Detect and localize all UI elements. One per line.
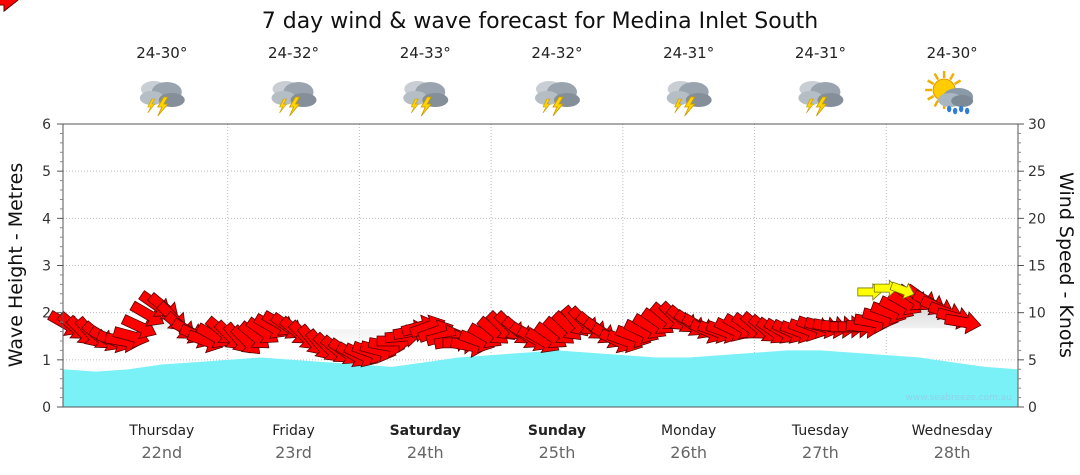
sun-ray <box>927 79 935 86</box>
sun-ray <box>953 79 962 86</box>
rain-drop <box>964 107 970 115</box>
day-temp: 24-32° <box>531 44 582 62</box>
left-tick-label: 4 <box>42 211 51 227</box>
day-date: 26th <box>670 443 707 462</box>
daily-header: 24-30° 24-32° 24-33° 24-32° 24-31° 24-31° 24-3… <box>136 44 978 117</box>
lightning-bolt <box>410 98 419 114</box>
rain-drop <box>946 105 952 113</box>
left-axis: 0 1 2 3 4 5 6 <box>42 117 63 416</box>
right-axis: 0 5 10 15 20 25 30 <box>1018 117 1046 416</box>
right-tick-label: 10 <box>1028 306 1046 322</box>
sun-ray <box>933 99 940 108</box>
day-name: Saturday <box>390 423 461 439</box>
left-tick-label: 5 <box>42 164 51 180</box>
wind-arrow <box>0 0 19 12</box>
cloud-part <box>422 93 449 107</box>
day-date: 24th <box>407 443 444 462</box>
lightning-bolt <box>288 96 301 117</box>
day-temp: 24-31° <box>663 44 714 62</box>
storm-cloud-icon <box>798 81 844 117</box>
storm-cloud-icon <box>403 81 449 117</box>
gust-arrow <box>889 281 915 300</box>
right-axis-title: Wind Speed - Knots <box>1055 172 1077 358</box>
right-tick-label: 5 <box>1028 353 1037 369</box>
rain-drop <box>952 107 958 115</box>
cloud-part <box>271 91 296 105</box>
rain-drop <box>958 105 964 113</box>
storm-cloud-icon <box>534 81 580 117</box>
day-name: Monday <box>661 423 716 439</box>
wind-arrow <box>129 300 165 327</box>
cloud-part <box>553 93 580 107</box>
lightning-bolt <box>805 98 815 114</box>
day-date: 22nd <box>141 443 182 462</box>
right-tick-label: 25 <box>1028 164 1046 180</box>
day-name: Wednesday <box>912 423 993 439</box>
left-tick-label: 0 <box>42 400 51 416</box>
day-date: 23rd <box>275 443 312 462</box>
lightning-bolt <box>147 98 156 114</box>
gust-arrows <box>857 279 915 301</box>
wind-arrow <box>944 311 982 335</box>
cloud-part <box>798 91 823 105</box>
day-date: 28th <box>934 443 971 462</box>
wind-arrow <box>120 314 157 340</box>
day-temp: 24-30° <box>927 44 978 62</box>
lightning-bolt <box>815 96 828 117</box>
cloud-part <box>290 93 317 107</box>
right-tick-label: 30 <box>1028 117 1046 133</box>
right-tick-label: 15 <box>1028 259 1046 275</box>
day-temp: 24-32° <box>268 44 319 62</box>
cloud-part <box>666 91 691 105</box>
day-temp: 24-31° <box>795 44 846 62</box>
storm-cloud-icon <box>139 81 185 117</box>
day-name: Friday <box>272 423 314 439</box>
left-tick-label: 2 <box>42 306 51 322</box>
cloud-part <box>817 93 844 107</box>
right-tick-label: 0 <box>1028 400 1037 416</box>
lightning-bolt <box>279 98 288 114</box>
sun-ray <box>927 94 935 101</box>
lightning-bolt <box>420 96 433 117</box>
sun-rain-cloud-icon <box>925 71 974 115</box>
day-labels: Thursday 22nd Friday 23rd Saturday 24th Sunday… <box>128 423 992 462</box>
cloud-part <box>951 95 974 107</box>
lightning-bolt <box>552 96 564 117</box>
day-name: Tuesday <box>791 423 849 439</box>
wind-arrows <box>0 0 982 368</box>
sun-ray <box>949 72 955 81</box>
left-tick-label: 6 <box>42 117 51 133</box>
plot-area <box>0 0 1018 407</box>
day-name: Sunday <box>528 423 586 439</box>
left-tick-label: 3 <box>42 259 51 275</box>
sun-ray <box>933 72 940 81</box>
left-axis-title: Wave Height - Metres <box>5 163 27 367</box>
cloud-part <box>685 93 712 107</box>
day-name: Thursday <box>128 423 194 439</box>
cloud-part <box>158 93 185 107</box>
lightning-bolt <box>157 96 169 117</box>
day-date: 27th <box>802 443 839 462</box>
chart-title: 7 day wind & wave forecast for Medina In… <box>262 9 818 34</box>
storm-cloud-icon <box>666 81 712 117</box>
day-temp: 24-33° <box>400 44 451 62</box>
day-date: 25th <box>539 443 576 462</box>
lightning-bolt <box>683 96 696 117</box>
right-tick-label: 20 <box>1028 211 1046 227</box>
credit-text: www.seabreeze.com.au <box>905 393 1012 403</box>
day-temp: 24-30° <box>136 44 187 62</box>
lightning-bolt <box>674 98 683 114</box>
storm-cloud-icon <box>271 81 317 117</box>
cloud-part <box>139 91 164 105</box>
cloud-part <box>403 91 428 105</box>
cloud-part <box>534 91 559 105</box>
left-tick-label: 1 <box>42 353 51 369</box>
wave-height-area <box>63 350 1018 407</box>
lightning-bolt <box>542 98 551 114</box>
